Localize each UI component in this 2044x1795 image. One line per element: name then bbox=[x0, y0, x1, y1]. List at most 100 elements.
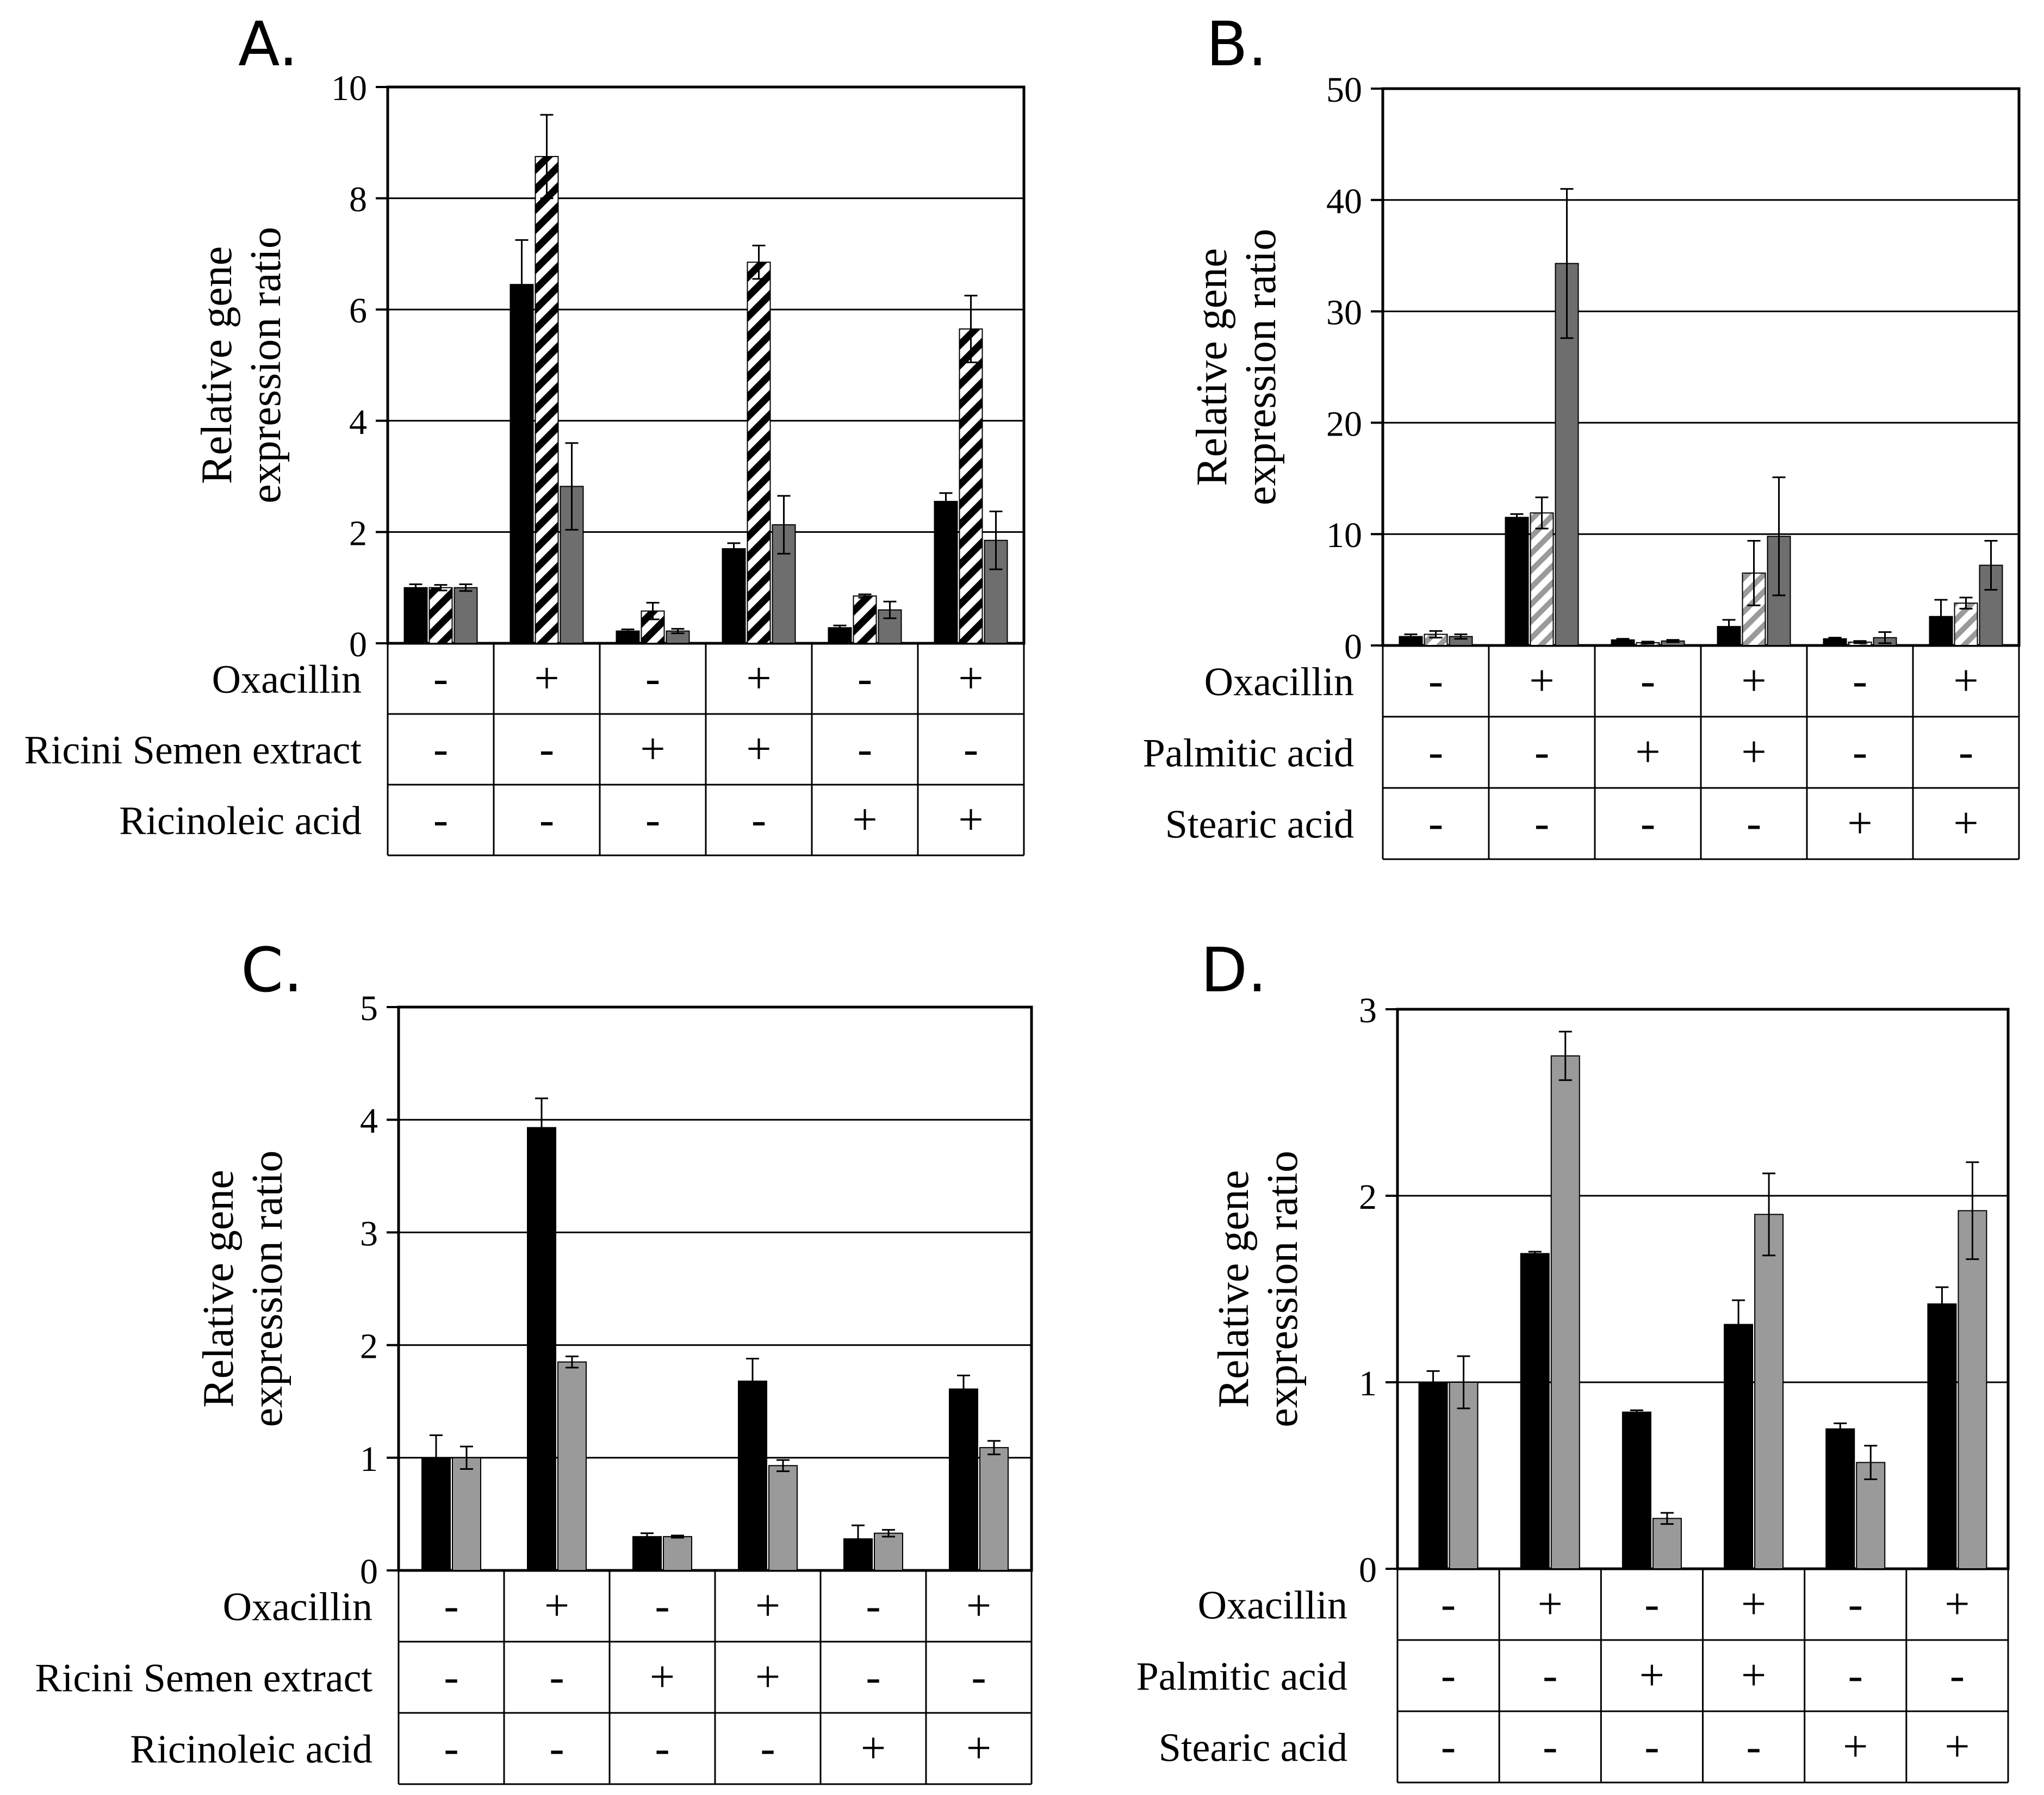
table-cell: - bbox=[1441, 1650, 1456, 1700]
y-tick-label: 50 bbox=[1326, 70, 1362, 110]
table-cell: - bbox=[549, 1723, 564, 1773]
table-cell: + bbox=[958, 794, 983, 844]
table-cell: + bbox=[958, 653, 983, 703]
y-tick-label: 3 bbox=[360, 1214, 378, 1253]
table-cell: + bbox=[534, 653, 559, 703]
bar bbox=[1418, 1382, 1448, 1569]
bar bbox=[949, 1388, 978, 1571]
table-cell: - bbox=[1644, 1722, 1659, 1771]
y-tick-label: 0 bbox=[349, 625, 367, 664]
y-tick-label: 1 bbox=[1359, 1364, 1377, 1403]
bar bbox=[1550, 1055, 1580, 1569]
plot-frame bbox=[397, 1005, 1033, 1572]
table-row-label: Palmitic acid bbox=[1143, 731, 1354, 776]
bar bbox=[663, 1536, 692, 1572]
table-cell: - bbox=[1534, 798, 1549, 848]
y-tick-label: 0 bbox=[1359, 1550, 1377, 1590]
y-axis-label: Relative gene bbox=[193, 246, 241, 485]
bar bbox=[1724, 1324, 1754, 1569]
y-tick-label: 5 bbox=[360, 989, 378, 1028]
bar bbox=[403, 587, 428, 644]
bar bbox=[428, 587, 453, 644]
table-cell: - bbox=[866, 1652, 880, 1701]
table-cell: + bbox=[1529, 656, 1554, 705]
table-cell: - bbox=[433, 794, 448, 844]
table-cell: - bbox=[433, 724, 448, 773]
table-cell: - bbox=[444, 1723, 458, 1773]
panel-letter: A. bbox=[238, 9, 298, 80]
bar bbox=[632, 1536, 662, 1572]
table-cell: - bbox=[655, 1581, 669, 1630]
y-tick-label: 2 bbox=[360, 1327, 378, 1367]
bar bbox=[1754, 1214, 1784, 1570]
table-cell: + bbox=[1741, 727, 1766, 777]
table-cell: - bbox=[1746, 1722, 1761, 1771]
table-cell: - bbox=[866, 1581, 880, 1630]
bar bbox=[1856, 1462, 1886, 1569]
table-cell: - bbox=[1428, 656, 1443, 705]
bar bbox=[510, 284, 534, 644]
panel-a: A. 0 2 4 6 8 10 Relative gene expression ratio Ox… bbox=[24, 9, 1026, 856]
table-row-label: Oxacillin bbox=[1198, 1583, 1347, 1628]
table-cell: - bbox=[444, 1581, 458, 1630]
y-tick-label: 1 bbox=[360, 1439, 378, 1479]
y-tick-label: 2 bbox=[1359, 1177, 1377, 1217]
bar bbox=[452, 1457, 481, 1572]
table-cell: + bbox=[755, 1652, 780, 1701]
bar bbox=[979, 1447, 1009, 1572]
table-cell: - bbox=[964, 724, 978, 773]
y-tick-label: 10 bbox=[1326, 515, 1362, 555]
y-tick-label: 4 bbox=[349, 402, 367, 442]
table-cell: - bbox=[1848, 1650, 1863, 1700]
table-row-label: Oxacillin bbox=[1204, 660, 1354, 705]
table-cell: - bbox=[751, 794, 766, 844]
table-cell: + bbox=[1944, 1722, 1970, 1771]
table-cell: - bbox=[1644, 1579, 1659, 1629]
panel-letter: D. bbox=[1201, 935, 1267, 1006]
plot-frame bbox=[1381, 87, 2021, 647]
panel-letter: C. bbox=[241, 935, 303, 1006]
table-cell: + bbox=[1635, 727, 1660, 777]
table-row-label: Stearic acid bbox=[1165, 803, 1354, 847]
y-axis-label: expression ratio bbox=[1259, 1151, 1307, 1427]
bar bbox=[1520, 1253, 1550, 1570]
table-cell: - bbox=[1959, 727, 1973, 777]
table-cell: - bbox=[1853, 727, 1867, 777]
table-cell: + bbox=[1847, 798, 1872, 848]
plot-frame bbox=[386, 85, 1026, 645]
table-cell: - bbox=[1641, 656, 1655, 705]
table-cell: + bbox=[861, 1723, 886, 1773]
table-row-label: Ricini Semen extract bbox=[24, 728, 362, 773]
table-cell: - bbox=[1848, 1579, 1863, 1629]
table-cell: + bbox=[544, 1581, 569, 1630]
bar bbox=[1449, 1382, 1478, 1569]
table-cell: + bbox=[1843, 1722, 1868, 1771]
bar bbox=[1927, 1303, 1957, 1569]
bar bbox=[722, 548, 746, 644]
table-row-label: Oxacillin bbox=[212, 657, 362, 702]
table-cell: - bbox=[549, 1652, 564, 1701]
y-tick-label: 3 bbox=[1359, 991, 1377, 1030]
bar bbox=[1530, 512, 1554, 647]
y-tick-label: 4 bbox=[360, 1101, 378, 1141]
y-tick-label: 20 bbox=[1326, 404, 1362, 444]
table-cell: - bbox=[760, 1723, 775, 1773]
table-cell: + bbox=[1944, 1579, 1970, 1629]
table-cell: + bbox=[746, 653, 771, 703]
y-tick-label: 40 bbox=[1326, 182, 1362, 221]
y-axis-label: expression ratio bbox=[1237, 229, 1285, 506]
bar bbox=[959, 328, 983, 644]
bar bbox=[1652, 1518, 1682, 1569]
table-cell: - bbox=[1428, 727, 1443, 777]
y-axis-label: Relative gene bbox=[1210, 1170, 1258, 1408]
panel-d: D. 0 1 2 3 Relative gene expression ratio Oxaci… bbox=[1136, 935, 2010, 1784]
y-axis-label: Relative gene bbox=[195, 1170, 243, 1408]
y-tick-label: 0 bbox=[1344, 627, 1362, 667]
bar bbox=[527, 1127, 556, 1572]
table-cell: - bbox=[1950, 1650, 1965, 1700]
table-cell: + bbox=[1538, 1579, 1563, 1629]
table-cell: + bbox=[966, 1723, 991, 1773]
table-cell: + bbox=[746, 724, 771, 773]
table-row-label: Ricini Semen extract bbox=[35, 1656, 372, 1701]
